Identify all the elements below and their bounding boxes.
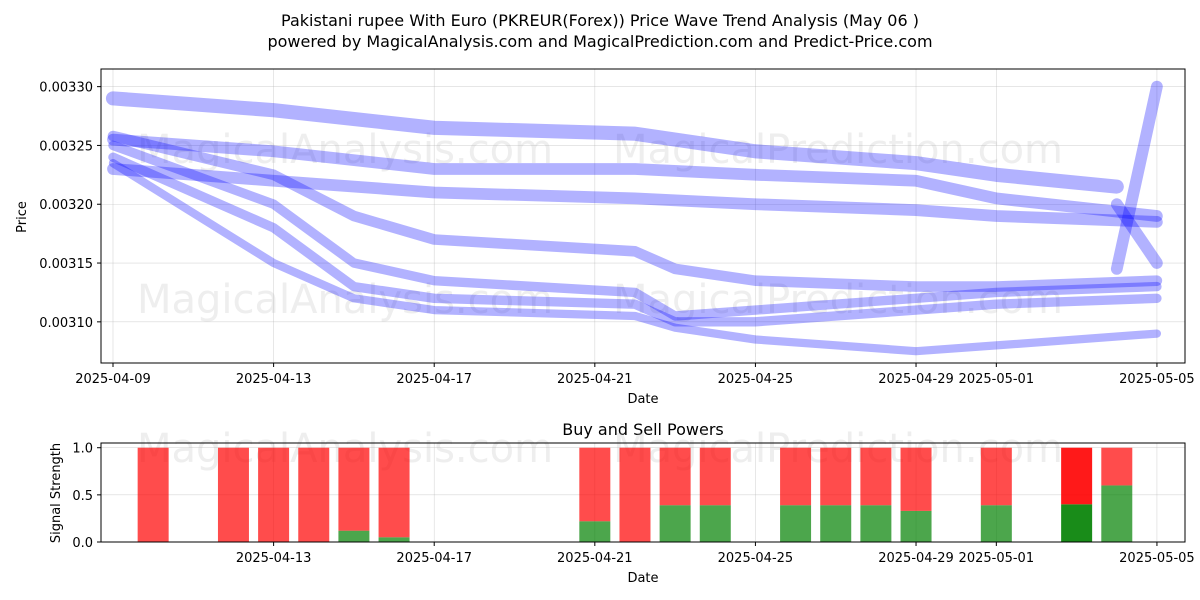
sell-bar bbox=[1101, 447, 1133, 486]
sell-bar bbox=[298, 447, 330, 542]
sell-bar bbox=[258, 447, 290, 542]
buy-bar bbox=[860, 505, 892, 542]
bottom-x-tick-label: 2025-04-29 bbox=[878, 551, 954, 566]
buy-bar bbox=[659, 505, 691, 542]
bottom-x-tick-label: 2025-04-13 bbox=[236, 551, 312, 566]
buy-bar bbox=[378, 537, 410, 542]
bottom-y-ticks: 0.0 0.5 1.0 bbox=[72, 442, 101, 551]
sell-bar bbox=[338, 447, 370, 531]
buy-bar bbox=[579, 521, 611, 542]
bar-group bbox=[137, 447, 1133, 542]
chart-title: Pakistani rupee With Euro (PKREUR(Forex)… bbox=[281, 11, 919, 30]
bottom-x-axis-label: Date bbox=[627, 571, 658, 586]
bottom-x-tick-label: 2025-05-05 bbox=[1119, 551, 1195, 566]
top-y-tick-label: 0.00315 bbox=[39, 257, 93, 272]
buy-bar bbox=[699, 505, 731, 542]
top-y-tick-label: 0.00330 bbox=[39, 81, 93, 96]
buy-bar bbox=[900, 510, 932, 542]
top-x-tick-label: 2025-04-29 bbox=[878, 372, 954, 387]
top-y-tick-label: 0.00310 bbox=[39, 316, 93, 331]
bottom-y-axis-label: Signal Strength bbox=[49, 443, 64, 543]
sell-bar bbox=[860, 447, 892, 506]
top-y-tick-label: 0.00325 bbox=[39, 139, 93, 154]
bottom-y-tick-label: 0.0 bbox=[72, 536, 93, 551]
top-x-tick-label: 2025-04-13 bbox=[236, 372, 312, 387]
sell-bar bbox=[217, 447, 249, 542]
wave-series-1 bbox=[107, 163, 1163, 228]
buy-bar bbox=[1061, 504, 1093, 542]
wave-series-8 bbox=[1110, 198, 1163, 269]
buy-sell-panel: Buy and Sell Powers MagicalAnalysis.com … bbox=[49, 420, 1195, 586]
top-watermark-right: MagicalPrediction.com bbox=[613, 127, 1063, 173]
wave-series-0 bbox=[105, 91, 1124, 194]
sell-bar bbox=[820, 447, 852, 506]
buy-bar bbox=[780, 505, 812, 542]
sell-bar bbox=[980, 447, 1012, 506]
sell-bar bbox=[900, 447, 932, 511]
sell-bar bbox=[378, 447, 410, 538]
top-plot-frame bbox=[100, 68, 1186, 364]
bottom-plot-frame bbox=[100, 442, 1186, 543]
wave-series-2 bbox=[107, 133, 1163, 222]
wave-series-3 bbox=[107, 130, 1163, 292]
top-x-tick-label: 2025-04-25 bbox=[718, 372, 794, 387]
top-gridlines bbox=[101, 69, 1185, 363]
sell-bar bbox=[619, 447, 651, 542]
price-wave-panel: MagicalAnalysis.com MagicalPrediction.co… bbox=[15, 68, 1195, 407]
bottom-y-tick-label: 1.0 bbox=[72, 442, 93, 457]
wave-series-7 bbox=[1110, 80, 1163, 275]
top-y-axis-label: Price bbox=[15, 201, 30, 233]
sell-bar bbox=[579, 447, 611, 522]
wave-series-4 bbox=[108, 140, 1162, 321]
bottom-y-tick-label: 0.5 bbox=[72, 489, 93, 504]
sell-bar bbox=[780, 447, 812, 506]
buy-bar bbox=[820, 505, 852, 542]
bottom-x-tick-label: 2025-04-25 bbox=[718, 551, 794, 566]
top-x-tick-label: 2025-05-05 bbox=[1119, 372, 1195, 387]
buy-bar bbox=[1101, 485, 1133, 542]
sell-bar bbox=[699, 447, 731, 506]
top-watermark-left-2: MagicalAnalysis.com bbox=[137, 277, 553, 323]
sell-bar bbox=[1061, 447, 1093, 505]
top-x-tick-label: 2025-05-01 bbox=[959, 372, 1035, 387]
sell-bar bbox=[659, 447, 691, 506]
top-watermark-right-2: MagicalPrediction.com bbox=[613, 277, 1063, 323]
wave-series-5 bbox=[108, 152, 1162, 327]
top-x-axis-label: Date bbox=[627, 392, 658, 407]
top-watermark-left: MagicalAnalysis.com bbox=[137, 127, 553, 173]
bottom-panel-title: Buy and Sell Powers bbox=[562, 420, 724, 439]
buy-bar bbox=[980, 505, 1012, 542]
chart-subtitle: powered by MagicalAnalysis.com and Magic… bbox=[267, 32, 932, 51]
bottom-x-ticks: 2025-04-13 2025-04-17 2025-04-21 2025-04-25… bbox=[236, 542, 1195, 566]
buy-bar bbox=[338, 530, 370, 542]
bottom-x-tick-label: 2025-04-21 bbox=[557, 551, 633, 566]
bottom-x-tick-label: 2025-05-01 bbox=[959, 551, 1035, 566]
sell-bar bbox=[137, 447, 169, 542]
top-x-ticks: 2025-04-09 2025-04-13 2025-04-17 2025-04-21… bbox=[75, 363, 1195, 387]
top-x-tick-label: 2025-04-09 bbox=[75, 372, 151, 387]
bottom-x-tick-label: 2025-04-17 bbox=[396, 551, 472, 566]
top-x-tick-label: 2025-04-21 bbox=[557, 372, 633, 387]
top-y-tick-label: 0.00320 bbox=[39, 198, 93, 213]
wave-series-6 bbox=[108, 158, 1162, 356]
top-x-tick-label: 2025-04-17 bbox=[396, 372, 472, 387]
top-y-ticks: 0.00310 0.00315 0.00320 0.00325 0.00330 bbox=[39, 81, 101, 331]
wave-series-group bbox=[105, 80, 1163, 356]
